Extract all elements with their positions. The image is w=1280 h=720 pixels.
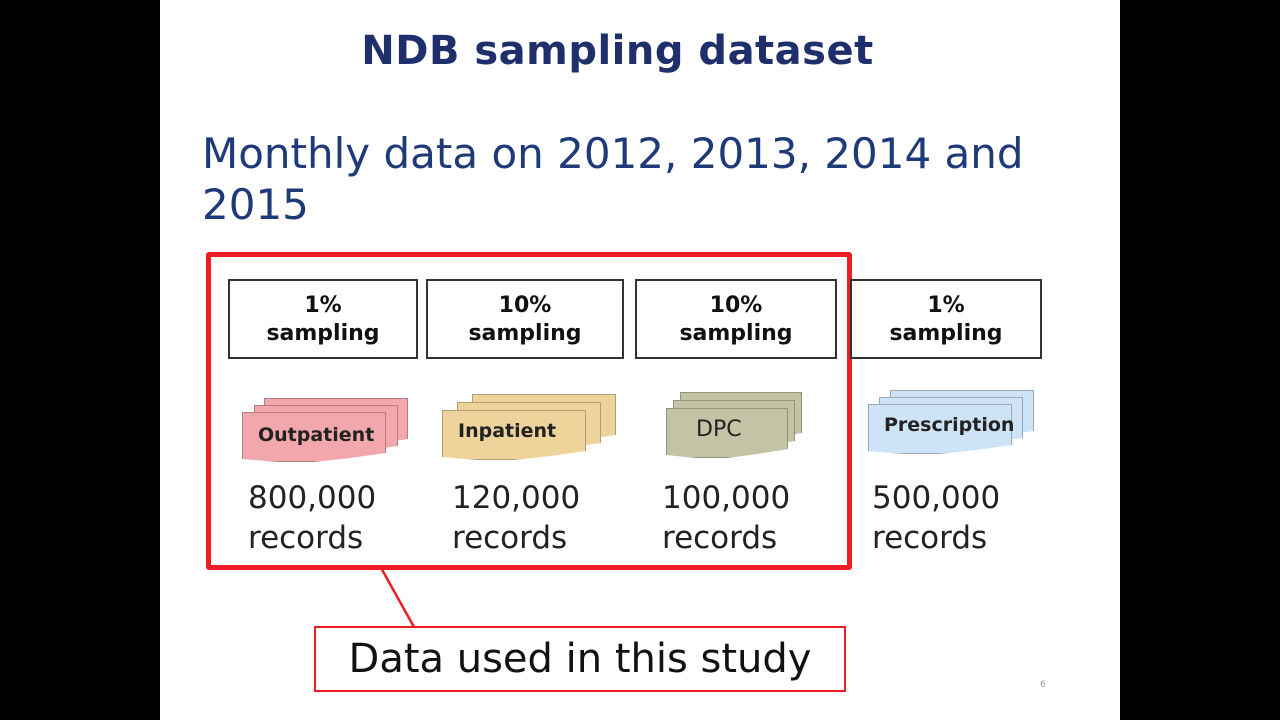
record-count-unit: records (452, 520, 568, 556)
sampling-box-inpatient: 10% sampling (426, 279, 624, 359)
record-count-unit: records (872, 520, 988, 556)
record-count-value: 500,000 (872, 480, 1001, 516)
record-count-unit: records (248, 520, 364, 556)
sampling-word: sampling (889, 321, 1003, 346)
dataset-label: Outpatient (258, 424, 375, 446)
dataset-label: Inpatient (458, 420, 557, 442)
record-count-unit: records (662, 520, 778, 556)
callout-connector-line (378, 565, 416, 628)
document-sheet (666, 408, 788, 458)
record-count-value: 120,000 (452, 480, 581, 516)
record-count-inpatient: 120,000 records (452, 478, 580, 558)
document-sheet (868, 404, 1012, 454)
study-data-highlight-box (206, 252, 852, 570)
record-count-value: 100,000 (662, 480, 791, 516)
dataset-label: DPC (696, 417, 742, 442)
record-count-outpatient: 800,000 records (248, 478, 376, 558)
page-number: 6 (1040, 680, 1046, 690)
slide-subtitle: Monthly data on 2012, 2013, 2014 and 201… (202, 129, 1024, 229)
slide-title: NDB sampling dataset (361, 28, 874, 74)
sampling-rate: 1% (304, 293, 342, 318)
record-count-value: 800,000 (248, 480, 377, 516)
sampling-box-prescription: 1% sampling (850, 279, 1042, 359)
sampling-word: sampling (266, 321, 380, 346)
callout-text: Data used in this study (348, 636, 812, 682)
sampling-word: sampling (679, 321, 793, 346)
sampling-rate: 10% (498, 293, 552, 318)
sampling-box-dpc: 10% sampling (635, 279, 837, 359)
callout-box: Data used in this study (314, 626, 846, 692)
dataset-label: Prescription (884, 414, 1015, 436)
sampling-word: sampling (468, 321, 582, 346)
slide: NDB sampling dataset Monthly data on 201… (160, 0, 1120, 720)
document-sheet (242, 412, 386, 462)
document-sheet (442, 410, 586, 460)
sampling-box-outpatient: 1% sampling (228, 279, 418, 359)
record-count-dpc: 100,000 records (662, 478, 790, 558)
sampling-rate: 10% (709, 293, 763, 318)
sampling-rate: 1% (927, 293, 965, 318)
record-count-prescription: 500,000 records (872, 478, 1000, 558)
